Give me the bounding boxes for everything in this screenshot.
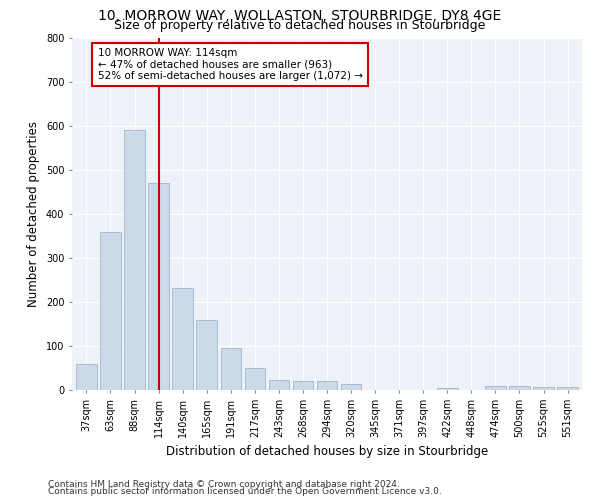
Bar bbox=[100, 232, 121, 390]
Bar bbox=[76, 364, 97, 390]
X-axis label: Distribution of detached houses by size in Stourbridge: Distribution of detached houses by size … bbox=[166, 446, 488, 458]
Bar bbox=[557, 388, 578, 390]
Bar bbox=[509, 386, 530, 390]
Bar bbox=[124, 130, 145, 390]
Y-axis label: Number of detached properties: Number of detached properties bbox=[28, 120, 40, 306]
Bar bbox=[341, 384, 361, 390]
Bar bbox=[533, 388, 554, 390]
Bar bbox=[317, 381, 337, 390]
Bar bbox=[485, 386, 506, 390]
Bar bbox=[293, 381, 313, 390]
Text: Contains HM Land Registry data © Crown copyright and database right 2024.: Contains HM Land Registry data © Crown c… bbox=[48, 480, 400, 489]
Text: 10, MORROW WAY, WOLLASTON, STOURBRIDGE, DY8 4GE: 10, MORROW WAY, WOLLASTON, STOURBRIDGE, … bbox=[98, 9, 502, 23]
Text: 10 MORROW WAY: 114sqm
← 47% of detached houses are smaller (963)
52% of semi-det: 10 MORROW WAY: 114sqm ← 47% of detached … bbox=[97, 48, 362, 82]
Bar bbox=[196, 320, 217, 390]
Bar bbox=[269, 380, 289, 390]
Bar bbox=[148, 183, 169, 390]
Bar bbox=[437, 388, 458, 390]
Text: Contains public sector information licensed under the Open Government Licence v3: Contains public sector information licen… bbox=[48, 487, 442, 496]
Bar bbox=[245, 368, 265, 390]
Text: Size of property relative to detached houses in Stourbridge: Size of property relative to detached ho… bbox=[115, 19, 485, 32]
Bar bbox=[172, 288, 193, 390]
Bar bbox=[221, 348, 241, 390]
